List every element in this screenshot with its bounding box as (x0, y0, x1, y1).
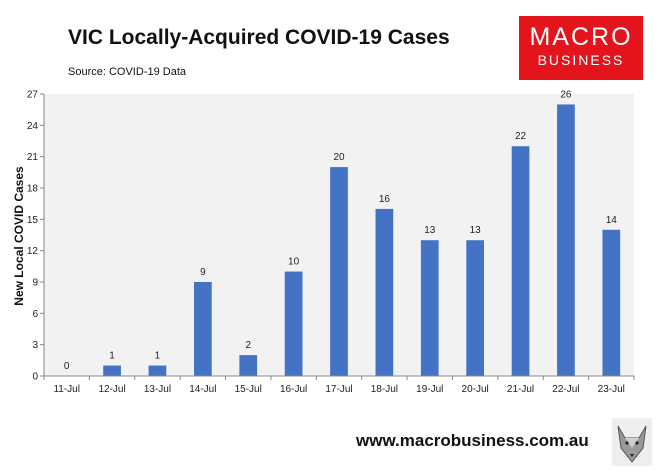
data-label: 20 (333, 152, 345, 163)
data-label: 1 (109, 351, 115, 362)
data-label: 26 (560, 89, 572, 100)
y-tick-label: 0 (32, 372, 38, 383)
bar (148, 365, 167, 376)
macrobusiness-logo: MACRO BUSINESS (519, 16, 643, 80)
x-tick-label: 16-Jul (280, 384, 307, 395)
bar (284, 271, 303, 376)
y-tick-label: 24 (27, 121, 39, 132)
y-tick-label: 21 (27, 152, 39, 163)
bar (330, 167, 348, 376)
y-tick-label: 27 (27, 90, 39, 101)
bar (557, 104, 575, 376)
data-label: 13 (424, 225, 436, 236)
data-label: 0 (64, 361, 70, 372)
y-tick-label: 18 (27, 184, 39, 195)
logo-line-1: MACRO (529, 23, 633, 51)
y-tick-label: 12 (27, 246, 39, 257)
x-tick-label: 20-Jul (462, 384, 489, 395)
x-tick-label: 15-Jul (235, 384, 262, 395)
chart-source: Source: COVID-19 Data (68, 66, 186, 78)
bar (239, 355, 258, 376)
bar (466, 240, 485, 376)
bar-chart: 0 3 6 9 12 15 18 21 24 27 0 1 1 9 2 10 20 16 13 13 22 26 14 11-… (27, 89, 635, 395)
x-tick-label: 19-Jul (416, 384, 443, 395)
data-label: 10 (288, 257, 300, 268)
wolf-mascot-icon (612, 418, 652, 466)
bar (103, 365, 121, 376)
data-label: 16 (379, 194, 391, 205)
bar (602, 229, 621, 376)
data-label: 1 (155, 351, 161, 362)
y-tick-label: 3 (32, 340, 38, 351)
x-tick-label: 21-Jul (507, 384, 534, 395)
x-tick-label: 13-Jul (144, 384, 171, 395)
y-tick-label: 6 (32, 309, 38, 320)
x-tick-label: 23-Jul (598, 384, 625, 395)
bar (511, 146, 530, 376)
bar (420, 240, 439, 376)
x-tick-label: 22-Jul (552, 384, 579, 395)
footer-url: www.macrobusiness.com.au (356, 431, 589, 450)
data-label: 13 (470, 225, 482, 236)
data-label: 2 (245, 340, 251, 351)
x-tick-label: 17-Jul (325, 384, 352, 395)
data-label: 14 (606, 215, 618, 226)
bar (375, 208, 394, 376)
data-label: 9 (200, 267, 206, 278)
x-tick-label: 18-Jul (371, 384, 398, 395)
y-tick-label: 9 (32, 278, 38, 289)
bar (193, 282, 212, 376)
x-tick-label: 12-Jul (98, 384, 125, 395)
chart-title: VIC Locally-Acquired COVID-19 Cases (68, 26, 450, 49)
x-tick-label: 14-Jul (189, 384, 216, 395)
x-tick-label: 11-Jul (53, 384, 80, 395)
data-label: 22 (515, 131, 527, 142)
y-tick-label: 15 (27, 215, 39, 226)
logo-line-2: BUSINESS (537, 52, 625, 68)
